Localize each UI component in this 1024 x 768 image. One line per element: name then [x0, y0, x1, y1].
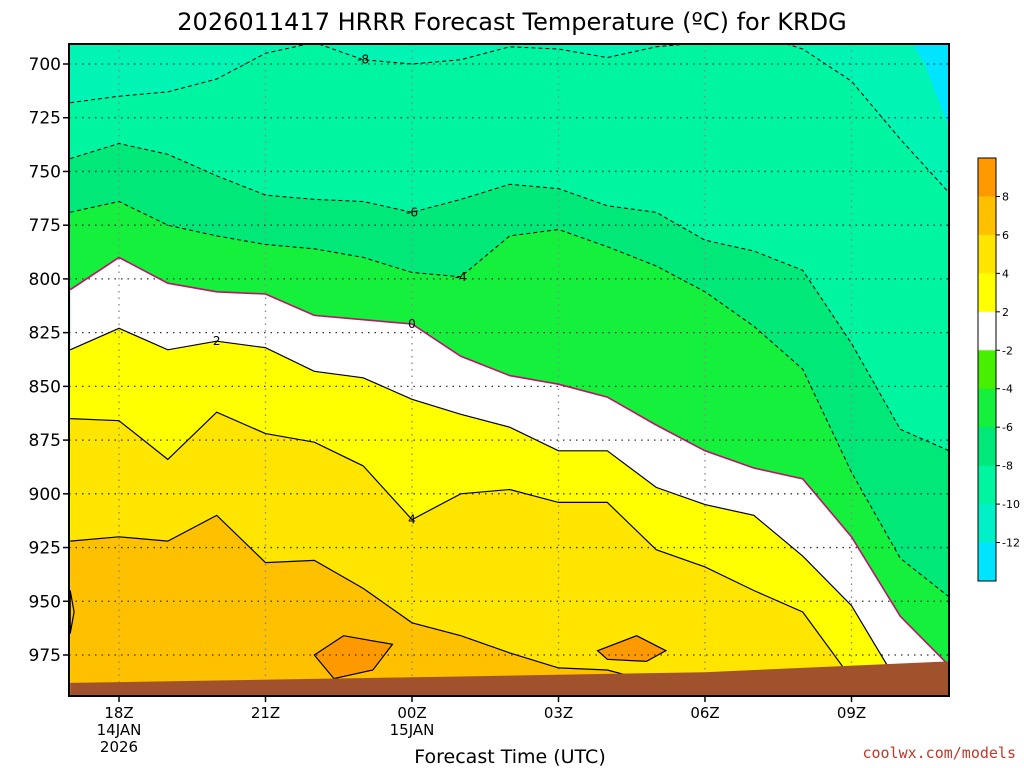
x-tick-label-21-0: 21Z: [251, 704, 280, 722]
colorbar-label-9: -12: [1002, 537, 1020, 550]
colorbar-swatch-10: [978, 542, 996, 582]
isotherm-label--6: -6: [406, 205, 418, 219]
x-tick-label-24-0: 00Z: [397, 704, 426, 722]
colorbar-label-5: -4: [1002, 383, 1013, 396]
plot-frame: [68, 43, 950, 697]
y-tick-label-850: 850: [29, 377, 61, 397]
colorbar-label-6: -6: [1002, 421, 1013, 434]
isotherm-label--8: -8: [357, 53, 369, 67]
y-axis: 700 725 750 775 800 825 850 875 900 925 950 975: [29, 55, 69, 666]
x-tick-label-18-0: 18Z: [104, 704, 133, 722]
colorbar-label-7: -8: [1002, 460, 1013, 473]
colorbar-label-8: -10: [1002, 498, 1020, 511]
grid-lines: [69, 44, 949, 696]
isotherm-line--4: [70, 200, 949, 598]
y-tick-label-975: 975: [29, 646, 61, 666]
y-tick-label-800: 800: [29, 270, 61, 290]
colorbar-label-1: 6: [1002, 229, 1009, 242]
isotherm-label--4: -4: [455, 270, 467, 284]
colorbar-swatch-5: [978, 350, 996, 390]
isotherm-line--6: [70, 142, 949, 452]
x-tick-label-30-0: 06Z: [690, 704, 719, 722]
colorbar-label-3: 2: [1002, 306, 1009, 319]
credit-text: coolwx.com/models: [862, 744, 1016, 762]
x-tick-label-33-0: 09Z: [837, 704, 866, 722]
chart-title: 2026011417 HRRR Forecast Temperature (ºC…: [177, 8, 846, 36]
isotherm-labels: -8 -6 -4 0 2 4: [213, 53, 467, 527]
y-tick-label-825: 825: [29, 324, 61, 344]
fill-closed-6-2: [70, 590, 75, 634]
colorbar: 8 6 4 2 -2 -4 -6 -8 -10 -12: [977, 157, 1020, 582]
fill-band-6: [70, 515, 657, 696]
isotherm-label-4: 4: [408, 513, 416, 527]
isotherm-line--8: [70, 44, 949, 194]
colorbar-frame: [977, 157, 997, 582]
x-tick-label-24-1: 15JAN: [390, 721, 435, 739]
y-tick-label-900: 900: [29, 485, 61, 505]
colorbar-label-0: 8: [1002, 190, 1009, 203]
colorbar-swatch-3: [978, 273, 996, 313]
plot-area: [69, 44, 949, 696]
terrain-fill: [70, 661, 949, 696]
colorbar-swatch-4: [978, 311, 996, 351]
isotherm-line-4: [70, 411, 922, 696]
isotherm-line-6: [70, 514, 657, 684]
isotherm-line-0: [69, 256, 949, 667]
y-tick-label-925: 925: [29, 539, 61, 559]
fill-closed-8-0: [314, 635, 393, 679]
isotherm-closed-8-1: [596, 635, 668, 663]
isotherm-lines: [69, 44, 949, 696]
colorbar-swatch-9: [978, 504, 996, 544]
terrain-surface: [70, 661, 949, 696]
x-axis-label: Forecast Time (UTC): [414, 746, 605, 768]
colorbar-swatch-6: [978, 388, 996, 428]
colorbar-swatch-0: [978, 158, 996, 197]
y-tick-label-950: 950: [29, 592, 61, 612]
y-tick-label-725: 725: [29, 109, 61, 129]
y-tick-label-750: 750: [29, 162, 61, 182]
isotherm-line-2: [69, 327, 922, 696]
y-tick-label-775: 775: [29, 216, 61, 236]
x-tick-label-27-0: 03Z: [544, 704, 573, 722]
y-tick-label-875: 875: [29, 431, 61, 451]
colorbar-swatch-7: [978, 427, 996, 467]
y-tick-label-700: 700: [29, 55, 61, 75]
x-tick-label-18-2: 2026: [100, 738, 138, 756]
isotherm-closed-8-0: [313, 635, 394, 680]
colorbar-label-4: -2: [1002, 344, 1013, 357]
colorbar-label-2: 4: [1002, 267, 1009, 280]
colorbar-swatch-8: [978, 465, 996, 505]
isotherm-label-0: 0: [408, 317, 416, 331]
x-tick-label-18-1: 14JAN: [97, 721, 142, 739]
isotherm-label-2: 2: [213, 334, 221, 348]
colorbar-swatch-1: [978, 196, 996, 236]
colorbar-swatch-2: [978, 234, 996, 274]
isotherm-closed-6-2: [69, 590, 75, 634]
temperature-fills: [69, 44, 949, 696]
